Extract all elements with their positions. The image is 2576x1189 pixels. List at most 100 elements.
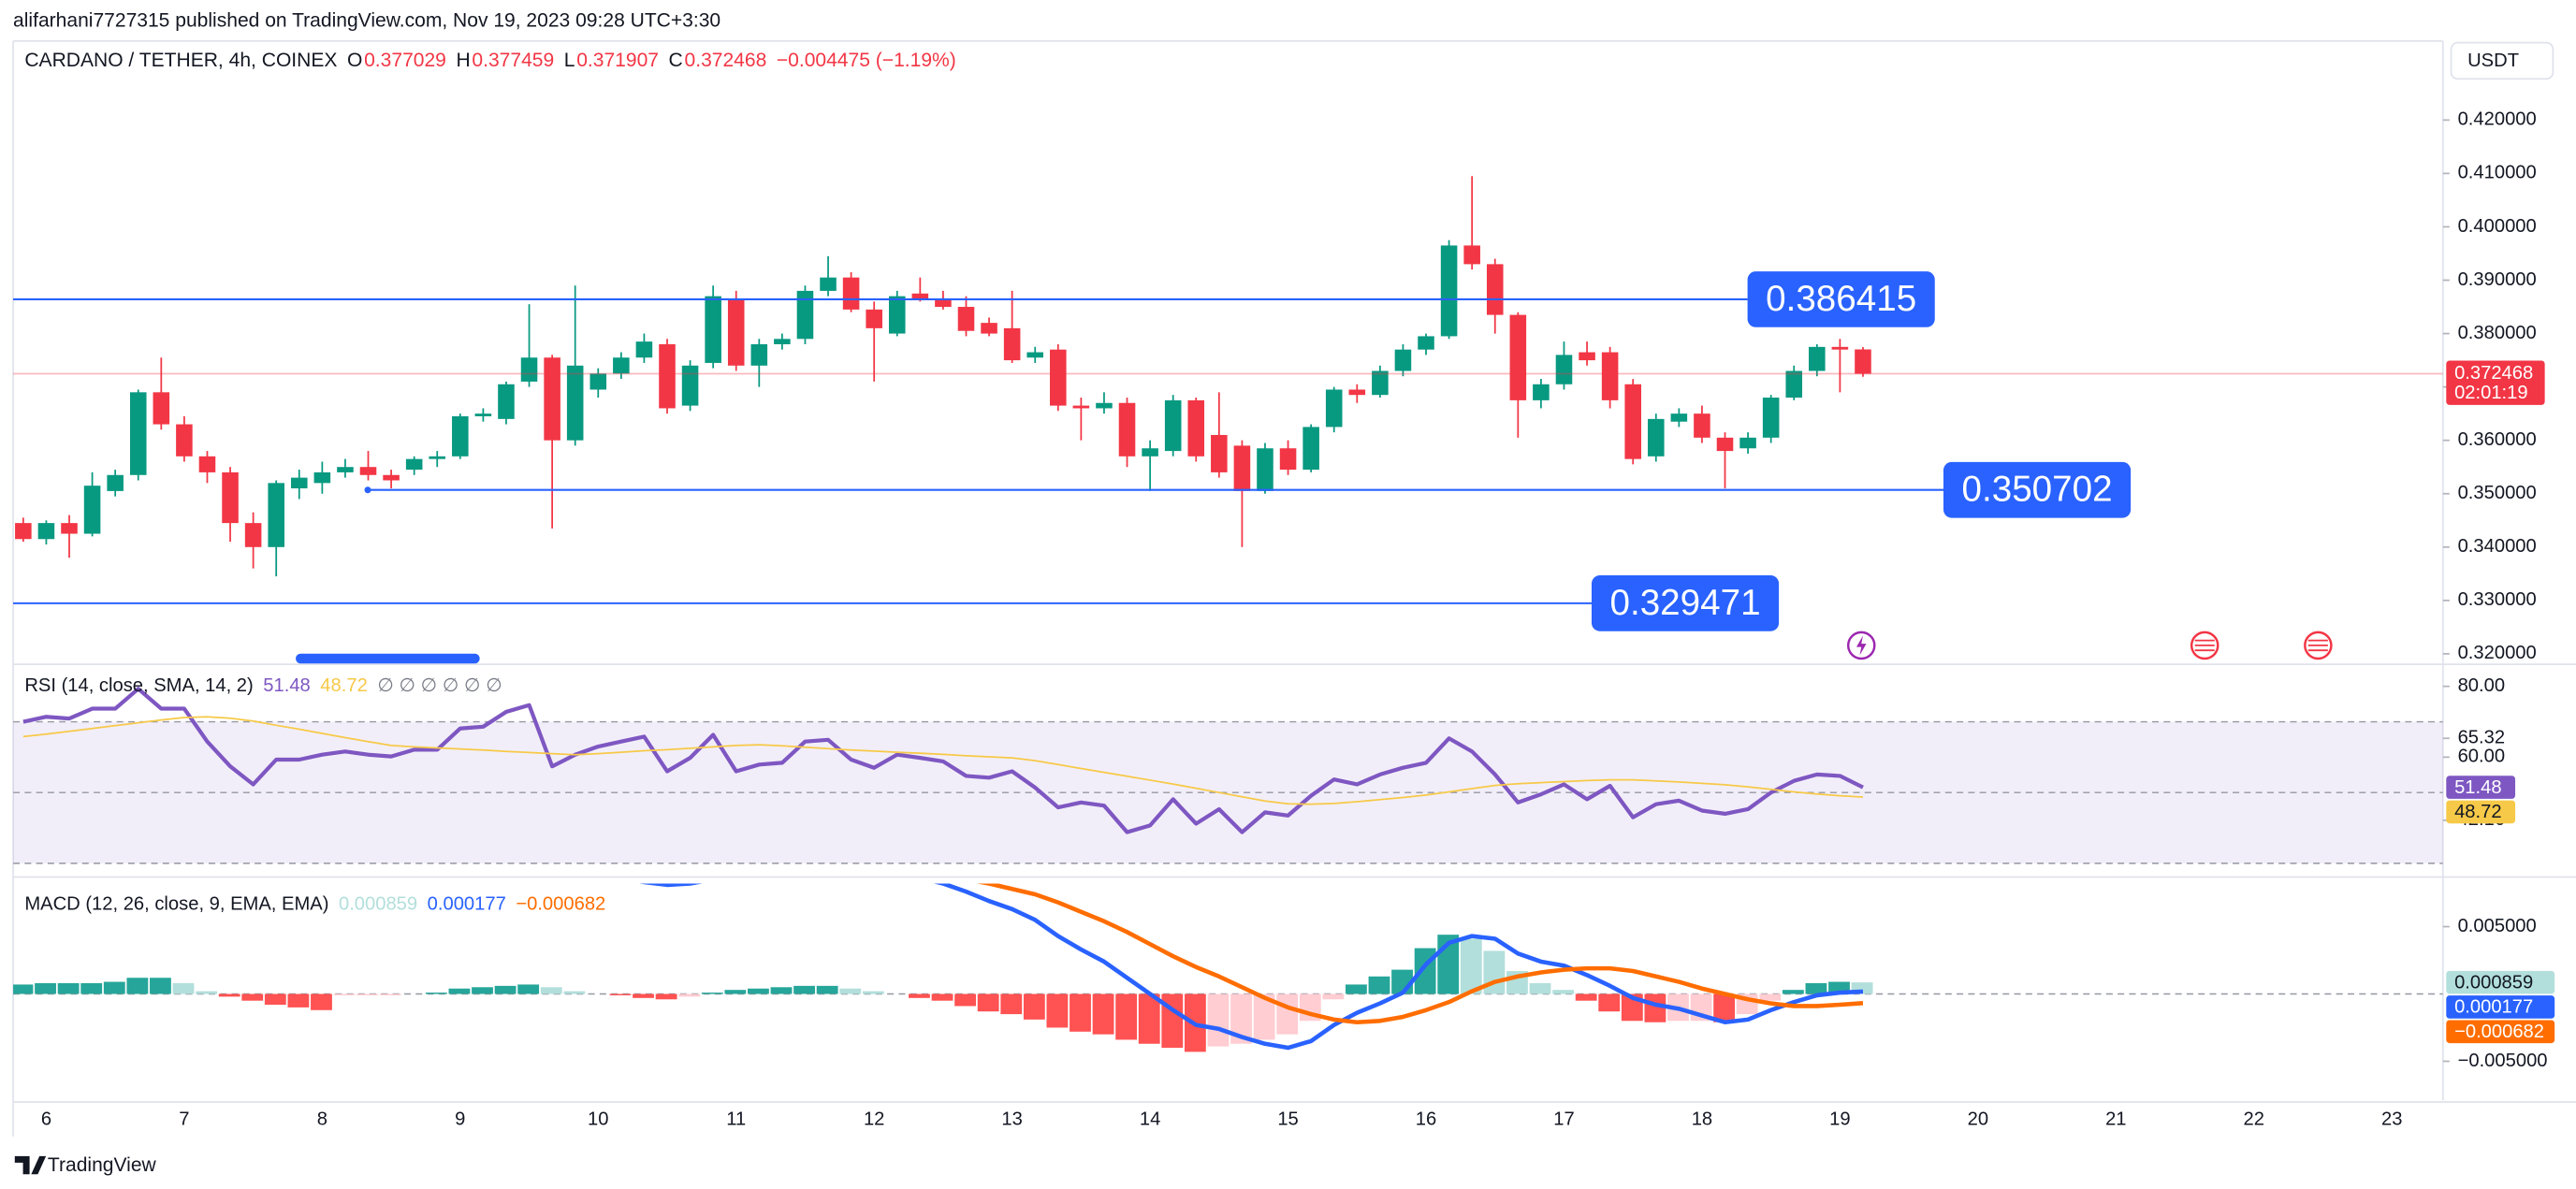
histogram-bar	[1322, 993, 1345, 1000]
x-tick-label: 7	[179, 1109, 189, 1130]
y-tick-label: 0.005000	[2458, 916, 2537, 936]
macd-line	[639, 883, 1864, 1051]
x-tick-label: 16	[1416, 1109, 1436, 1130]
legend-title: MACD (12, 26, close, 9, EMA, EMA)	[24, 894, 328, 915]
candle-body	[129, 392, 147, 475]
histogram-bar	[724, 990, 747, 994]
candle-body	[1809, 346, 1826, 371]
histogram-bar	[1368, 976, 1390, 994]
y-tick-label: 0.380000	[2458, 323, 2537, 343]
candle-body	[727, 298, 745, 366]
histogram-bar	[1644, 993, 1666, 1022]
logo	[14, 1155, 47, 1175]
legend-part: CARDANO / TETHER, 4h, COINEX	[24, 50, 337, 71]
candle-body	[15, 523, 32, 540]
flag	[2307, 639, 2328, 652]
candle-body	[176, 424, 193, 457]
candle-body	[1601, 352, 1619, 400]
x-tick-label: 18	[1692, 1109, 1712, 1130]
candle-body	[566, 365, 584, 441]
histogram-bar	[540, 987, 562, 994]
legend-part: O	[347, 50, 362, 71]
last-price: 0.372468	[2454, 363, 2533, 384]
candle-body	[1624, 384, 1641, 459]
y-tick-label: 80.00	[2458, 675, 2505, 696]
histogram-bar	[1552, 990, 1575, 994]
macd-badge: −0.000682	[2454, 1022, 2544, 1042]
y-tick-label: 0.400000	[2458, 216, 2537, 237]
histogram-bar	[563, 991, 586, 994]
candle-body	[1187, 399, 1205, 457]
candle-body	[1003, 327, 1021, 361]
candle-body	[1325, 389, 1343, 428]
histogram-bar	[1276, 993, 1299, 1035]
rsi-line	[22, 716, 1864, 805]
histogram-bar	[1138, 993, 1160, 1044]
histogram-bar	[1115, 993, 1138, 1040]
histogram-bar	[1345, 984, 1367, 994]
histogram-bar	[1782, 990, 1804, 994]
candle-body	[820, 277, 837, 291]
histogram-bar	[287, 993, 310, 1008]
level-label-bg	[1943, 461, 2132, 518]
candle-body	[405, 458, 423, 471]
candle-body	[774, 339, 791, 344]
candle-body	[1762, 398, 1780, 438]
legend-part: 0.372468	[685, 50, 767, 71]
macd-badge: 0.000859	[2454, 972, 2533, 993]
histogram-bar	[1529, 982, 1551, 994]
candle-body	[544, 357, 560, 441]
candle-body	[313, 471, 331, 484]
candle-body	[268, 483, 284, 547]
candle-body	[429, 456, 446, 459]
histogram-bar	[770, 987, 793, 994]
legend-title: RSI (14, close, SMA, 14, 2)	[24, 675, 253, 696]
candle-body	[83, 486, 101, 534]
x-tick-label: 20	[1968, 1109, 1988, 1130]
candle-body	[1050, 349, 1067, 406]
y-tick-label: 0.420000	[2458, 109, 2537, 130]
candle-body	[498, 384, 515, 419]
candle-body	[1279, 448, 1297, 471]
lightning	[1856, 635, 1867, 656]
x-tick-label: 23	[2381, 1109, 2402, 1130]
legend-inputs: ∅ ∅ ∅ ∅ ∅ ∅	[377, 675, 502, 696]
histogram-bar	[57, 982, 80, 994]
macd-badge-bg	[2446, 1020, 2555, 1044]
histogram-bar	[1575, 993, 1597, 1001]
level-label: 0.386415	[1766, 279, 1916, 319]
candle-body	[290, 477, 308, 489]
y-tick-label: 65.32	[2458, 728, 2505, 748]
y-tick-label: 0.390000	[2458, 269, 2537, 290]
histogram-bar	[909, 993, 930, 998]
macd-line	[976, 883, 1864, 1025]
symbol-legend: CARDANO / TETHER, 4h, COINEX O 0.377029 H 0.…	[24, 50, 955, 71]
y-tick-label: 0.320000	[2458, 643, 2537, 663]
legend-value: 0.000859	[339, 894, 417, 915]
x-tick-label: 17	[1553, 1109, 1574, 1130]
flag	[2194, 639, 2215, 652]
candle-body	[1694, 413, 1710, 438]
level-anchor	[364, 486, 371, 494]
candle-body	[383, 474, 400, 481]
histogram-bar	[1414, 948, 1436, 994]
candle-body	[1118, 402, 1136, 457]
candle-body	[1579, 352, 1595, 361]
legend-value: 0.000177	[428, 894, 506, 915]
candle-body	[1648, 418, 1665, 457]
candle-body	[1303, 427, 1319, 471]
candle-body	[659, 343, 676, 409]
candle-body	[1072, 405, 1090, 409]
y-tick-label: 0.360000	[2458, 429, 2537, 450]
candle-body	[1211, 434, 1228, 472]
candle-body	[1486, 264, 1504, 315]
candle-body	[222, 471, 239, 524]
rsi-badge: 51.48	[2454, 777, 2501, 798]
candle-body	[1394, 349, 1412, 371]
x-tick-label: 13	[1001, 1109, 1022, 1130]
candle-body	[1440, 245, 1458, 337]
histogram-bar	[1046, 993, 1069, 1028]
x-tick-label: 6	[41, 1109, 51, 1130]
currency-button[interactable]	[2450, 41, 2554, 80]
histogram-bar	[1460, 938, 1482, 994]
